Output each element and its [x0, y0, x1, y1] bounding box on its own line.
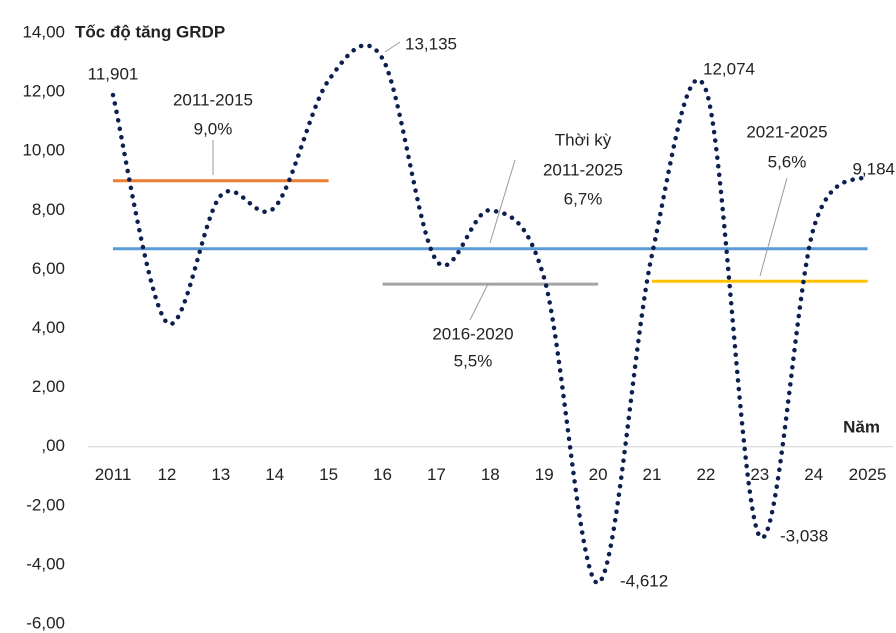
leader-line	[384, 41, 401, 53]
x-tick-label: 2011	[95, 465, 132, 484]
x-tick-label: 15	[319, 465, 338, 484]
y-tick-label: -4,00	[26, 554, 65, 573]
reference-label: 2011-2025	[543, 160, 623, 179]
y-tick-label: 14,00	[22, 22, 65, 41]
y-tick-label: -2,00	[26, 495, 65, 514]
leader-line	[759, 177, 788, 277]
leader-line	[489, 159, 516, 244]
x-tick-label: 12	[157, 465, 176, 484]
x-tick-label: 18	[481, 465, 500, 484]
data-label: 13,135	[405, 34, 457, 53]
reference-value-label: 9,0%	[194, 119, 233, 138]
x-tick-label: 24	[804, 465, 823, 484]
data-label: 12,074	[703, 59, 755, 78]
x-tick-label: 14	[265, 465, 284, 484]
reference-label: 2021-2025	[746, 122, 827, 141]
x-tick-label: 17	[427, 465, 446, 484]
data-label: -3,038	[780, 526, 828, 545]
y-tick-label: ,00	[41, 436, 65, 455]
x-tick-label: 13	[211, 465, 230, 484]
reference-label: 2016-2020	[432, 324, 513, 343]
reference-label: 2011-2015	[173, 90, 253, 109]
data-label: -4,612	[620, 571, 668, 590]
reference-value-label: 5,5%	[454, 351, 493, 370]
chart-title: Tốc độ tăng GRDP	[75, 22, 225, 41]
y-tick-label: 12,00	[22, 82, 65, 101]
y-tick-label: -6,00	[26, 613, 65, 632]
y-tick-label: 8,00	[32, 200, 65, 219]
y-tick-label: 4,00	[32, 318, 65, 337]
reference-value-label: 5,6%	[768, 152, 807, 171]
y-tick-label: 2,00	[32, 377, 65, 396]
x-tick-label: 21	[643, 465, 662, 484]
leader-line	[469, 283, 489, 321]
x-tick-label: 16	[373, 465, 392, 484]
x-tick-label: 19	[535, 465, 554, 484]
y-tick-label: 10,00	[22, 141, 65, 160]
x-axis-label: Năm	[843, 417, 880, 436]
x-tick-label: 23	[750, 465, 769, 484]
x-tick-label: 22	[696, 465, 715, 484]
reference-label: Thời kỳ	[555, 130, 612, 149]
reference-value-label: 6,7%	[564, 189, 603, 208]
data-line	[110, 43, 870, 586]
data-label: 9,184	[852, 159, 895, 178]
x-tick-label: 2025	[849, 465, 887, 484]
data-label: 11,901	[88, 64, 139, 83]
x-tick-label: 20	[589, 465, 608, 484]
y-tick-label: 6,00	[32, 259, 65, 278]
